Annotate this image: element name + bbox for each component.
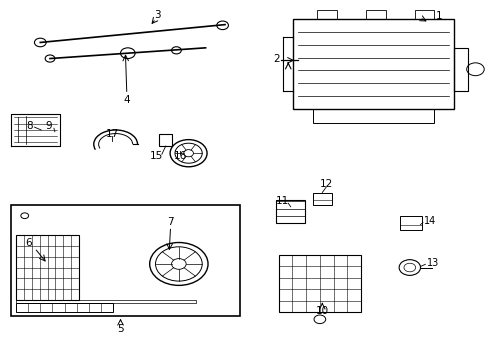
Text: 10: 10 bbox=[315, 306, 328, 316]
Text: 8: 8 bbox=[26, 121, 33, 131]
Bar bbox=[414, 10, 433, 19]
Bar bbox=[16, 235, 79, 300]
Bar bbox=[399, 216, 421, 230]
Text: 11: 11 bbox=[275, 197, 288, 206]
Bar bbox=[11, 205, 239, 316]
Text: 1: 1 bbox=[435, 11, 442, 21]
Text: 17: 17 bbox=[105, 129, 119, 139]
Text: 6: 6 bbox=[25, 238, 31, 248]
Text: 2: 2 bbox=[272, 54, 279, 64]
Text: 13: 13 bbox=[426, 258, 438, 268]
Bar bbox=[159, 134, 171, 146]
Bar bbox=[312, 193, 331, 205]
Bar bbox=[312, 109, 433, 123]
Text: 5: 5 bbox=[117, 324, 123, 334]
Bar bbox=[366, 10, 385, 19]
Polygon shape bbox=[11, 114, 60, 146]
Bar bbox=[317, 10, 336, 19]
Text: 3: 3 bbox=[153, 10, 160, 19]
Text: 16: 16 bbox=[173, 151, 186, 161]
Bar bbox=[16, 303, 113, 312]
Text: 15: 15 bbox=[149, 151, 163, 161]
Bar bbox=[292, 19, 453, 109]
Text: 4: 4 bbox=[123, 95, 130, 105]
Text: 12: 12 bbox=[319, 179, 332, 189]
Text: 7: 7 bbox=[167, 217, 174, 227]
Bar bbox=[278, 255, 361, 312]
Bar bbox=[276, 200, 305, 223]
Text: 9: 9 bbox=[46, 121, 52, 131]
Bar bbox=[16, 300, 196, 303]
Text: 14: 14 bbox=[424, 216, 436, 226]
Bar bbox=[453, 48, 467, 91]
